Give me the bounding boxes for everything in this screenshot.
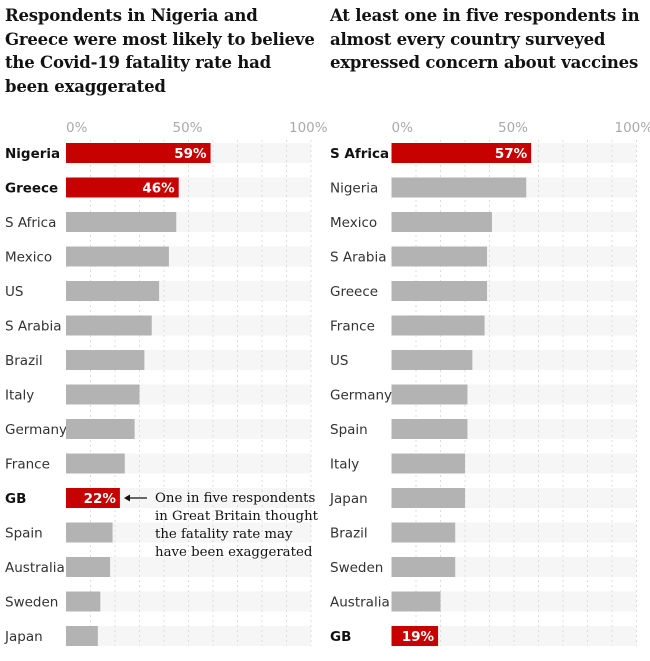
category-label: S Arabia [330, 250, 387, 266]
bar-nigeria [391, 177, 527, 198]
category-label: Australia [330, 595, 390, 611]
bar-s-arabia [66, 315, 152, 336]
bar-australia [66, 557, 111, 577]
category-label: US [5, 284, 23, 300]
tick-label: 0% [66, 120, 88, 136]
category-label: France [5, 457, 50, 473]
left-chart-title: Respondents in Nigeria and Greece were m… [5, 6, 315, 96]
bar-italy [391, 453, 465, 474]
category-label: Sweden [5, 595, 58, 611]
bar-brazil [66, 350, 145, 370]
bar-track [66, 522, 311, 543]
data-label: 19% [402, 629, 435, 645]
bar-mexico [391, 212, 492, 232]
category-label: GB [5, 491, 26, 507]
bar-japan [66, 626, 98, 646]
category-label: GB [330, 629, 351, 645]
category-label: Brazil [5, 353, 43, 369]
bar-japan [391, 488, 465, 508]
bar-sweden [66, 591, 101, 612]
data-label: 59% [174, 146, 207, 162]
category-label: Greece [330, 284, 378, 300]
bar-gb [66, 488, 120, 508]
bar-us [66, 281, 160, 301]
tick-label: 100% [615, 120, 650, 136]
category-label: Greece [5, 181, 58, 197]
bar-brazil [391, 522, 456, 543]
tick-label: 50% [173, 120, 203, 136]
category-label: Italy [330, 457, 359, 473]
category-label: S Africa [330, 146, 389, 162]
category-label: Germany [5, 422, 67, 438]
category-label: Brazil [330, 526, 368, 542]
bar-france [66, 453, 125, 474]
category-label: US [330, 353, 348, 369]
gb-annotation: One in five respondents in Great Britain… [155, 491, 318, 560]
bar-mexico [66, 246, 169, 267]
bar-s-africa [66, 212, 177, 232]
category-label: France [330, 319, 375, 335]
tick-label: 100% [289, 120, 328, 136]
bar-greece [66, 177, 179, 198]
bar-track [66, 488, 311, 508]
category-label: Mexico [5, 250, 52, 266]
tick-label: 50% [498, 120, 528, 136]
data-label: 46% [142, 181, 175, 197]
bar-gb [391, 626, 439, 646]
bar-nigeria [66, 143, 211, 163]
category-label: Mexico [330, 215, 377, 231]
bar-greece [391, 281, 488, 301]
bar-germany [391, 384, 468, 405]
bar-sweden [391, 557, 456, 577]
category-label: S Arabia [5, 319, 62, 335]
data-label: 22% [84, 491, 117, 507]
bar-us [391, 350, 473, 370]
category-label: Spain [330, 422, 368, 438]
bar-germany [66, 419, 135, 439]
bar-s-arabia [391, 246, 488, 267]
category-label: Japan [4, 629, 43, 645]
right-chart-title: At least one in five respondents in almo… [330, 6, 640, 72]
arrow-head-icon [124, 494, 130, 502]
category-label: Nigeria [330, 181, 378, 197]
data-label: 57% [495, 146, 528, 162]
category-label: S Africa [5, 215, 56, 231]
bar-italy [66, 384, 140, 405]
category-label: Japan [329, 491, 368, 507]
bar-track [66, 453, 311, 474]
bar-australia [391, 591, 441, 612]
category-label: Sweden [330, 560, 383, 576]
category-label: Nigeria [5, 146, 60, 162]
tick-label: 0% [392, 120, 414, 136]
category-label: Italy [5, 388, 34, 404]
category-label: Spain [5, 526, 43, 542]
bar-france [391, 315, 485, 336]
category-label: Australia [5, 560, 65, 576]
bar-spain [391, 419, 468, 439]
bar-s-africa [391, 143, 532, 163]
bar-spain [66, 522, 113, 543]
category-label: Germany [330, 388, 392, 404]
